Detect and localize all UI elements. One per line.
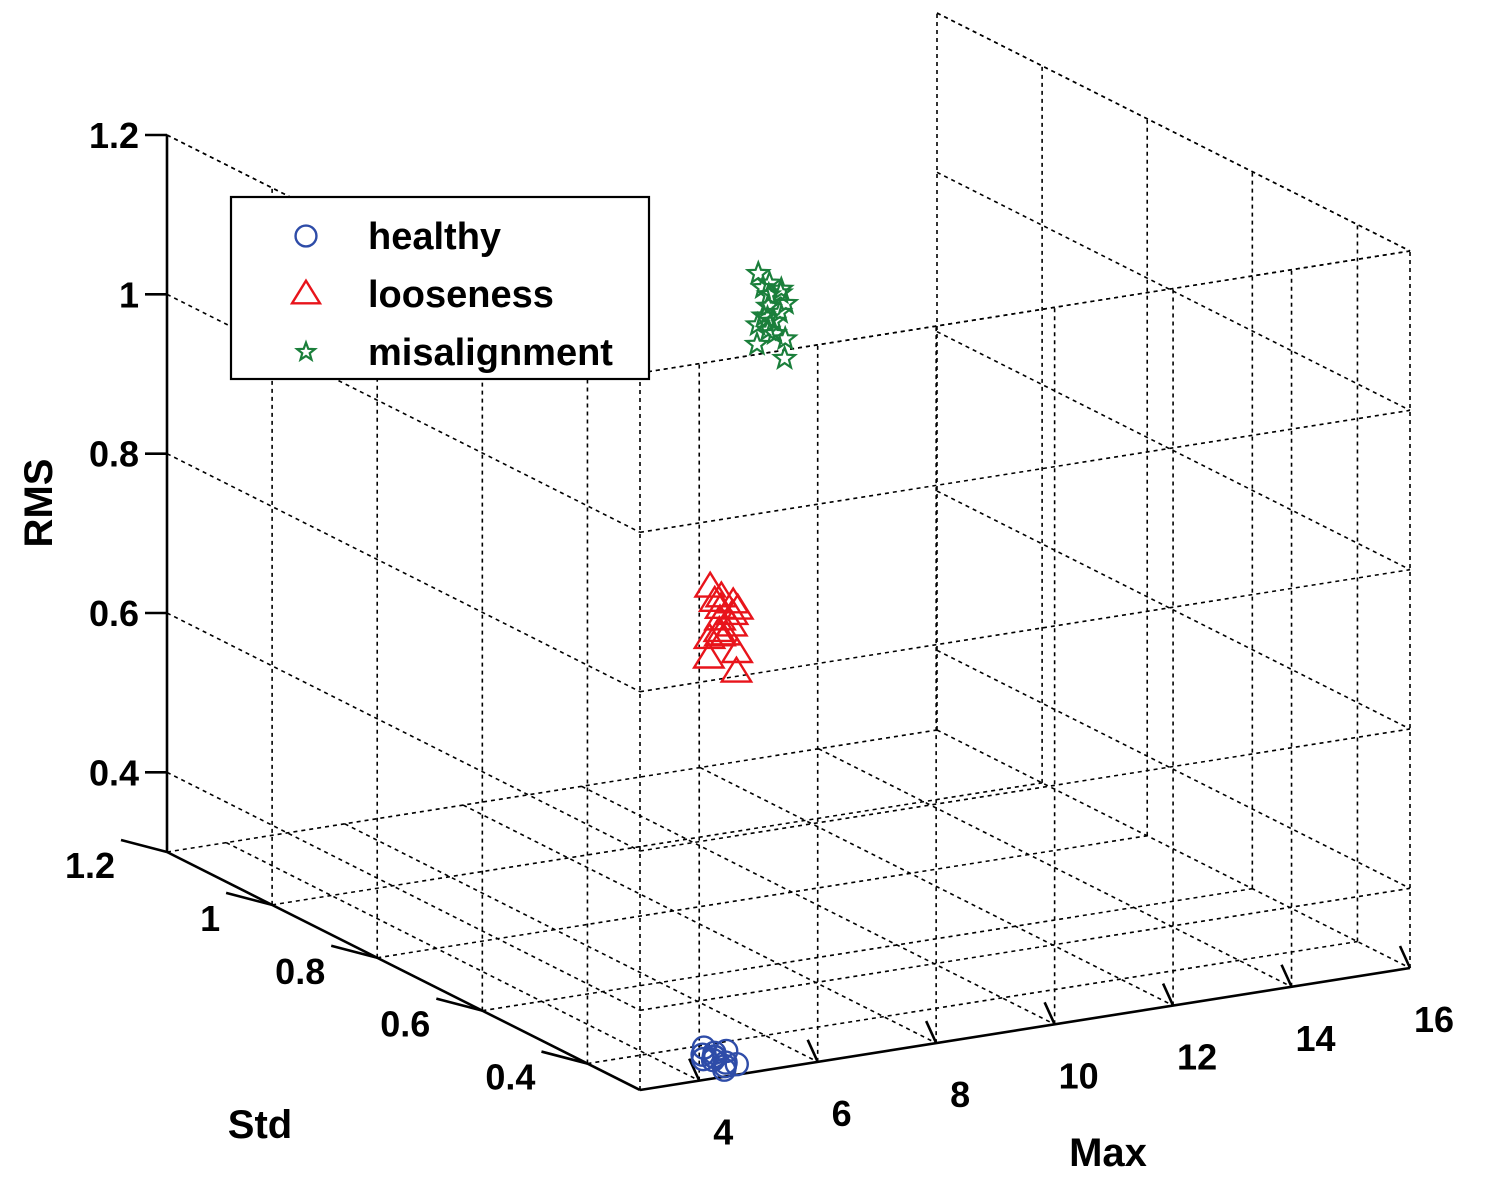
grid-line (344, 823, 819, 1063)
x-tick-label: 8 (950, 1074, 970, 1115)
grid-line (166, 771, 641, 1012)
grid-line (225, 841, 700, 1082)
x-tick-mark (688, 1058, 701, 1082)
x-tick-mark (1280, 964, 1293, 988)
legend-label: looseness (368, 274, 554, 316)
x-tick-label: 12 (1177, 1037, 1217, 1078)
legend-label: misalignment (368, 332, 613, 374)
misalignment-point (750, 301, 778, 328)
grid-line (482, 887, 1253, 1012)
grid-line (936, 649, 1411, 890)
looseness-point (697, 584, 732, 612)
looseness-point (691, 641, 726, 669)
misalignment-point (761, 319, 789, 346)
misalignment-point (771, 344, 798, 370)
y-tick-label: 1 (200, 898, 220, 939)
grid-line (639, 409, 1411, 534)
grid-line (271, 782, 1043, 906)
data-points (690, 259, 800, 1082)
y-axis-line (166, 850, 641, 1092)
legend-label: healthy (368, 216, 501, 258)
healthy-point (712, 1057, 737, 1082)
grid-line (936, 490, 1411, 730)
grid-line (166, 729, 938, 853)
x-tick-mark (1161, 983, 1175, 1007)
grid-line (166, 452, 641, 693)
grid-line (936, 729, 1411, 969)
grid-line (936, 12, 1411, 252)
grid-line (587, 940, 1358, 1065)
misalignment-point (767, 275, 795, 301)
axes (120, 133, 1412, 1092)
x-tick-mark (1398, 945, 1412, 969)
misalignment-point (743, 330, 771, 356)
looseness-point (719, 655, 754, 683)
grid-line (581, 785, 1055, 1026)
y-tick-mark (436, 997, 483, 1012)
grid-line (639, 887, 1411, 1012)
misalignment-point (771, 324, 799, 351)
y-axis-title: Std (228, 1103, 292, 1147)
x-tick-mark (924, 1020, 938, 1044)
grid-line (818, 748, 1292, 988)
grid-line (639, 568, 1411, 693)
x-tick-mark (806, 1039, 819, 1063)
grid-line (377, 834, 1148, 959)
grid-line (166, 612, 641, 852)
legend: healthy looseness misalignment (229, 195, 651, 381)
x-tick-label: 10 (1059, 1055, 1099, 1096)
z-tick-label: 0.6 (89, 593, 139, 634)
grid-line (936, 330, 1411, 571)
legend-looseness-icon (289, 278, 323, 305)
y-tick-label: 0.4 (485, 1057, 535, 1098)
grid-line (699, 766, 1174, 1007)
misalignment-point (766, 298, 794, 324)
z-tick-label: 1.2 (89, 115, 139, 156)
y-tick-mark (541, 1050, 588, 1065)
healthy-point (691, 1035, 717, 1060)
x-axis-title: Max (1069, 1131, 1147, 1175)
y-tick-label: 0.6 (380, 1004, 430, 1045)
legend-misalignment-icon (294, 339, 318, 363)
y-tick-label: 0.8 (275, 951, 325, 992)
grid-line (462, 804, 937, 1044)
legend-healthy-icon (294, 224, 318, 248)
x-tick-mark (1043, 1001, 1056, 1025)
x-tick-label: 16 (1414, 999, 1454, 1040)
x-tick-label: 14 (1296, 1018, 1336, 1059)
looseness-point (720, 635, 754, 664)
tick-labels: 0.4 0.6 0.8 1 1.2 0.4 0.6 0.8 1 1.2 4 6 8 10 12 14 16 (65, 115, 1454, 1153)
healthy-point (724, 1052, 749, 1077)
looseness-point (703, 619, 737, 647)
misalignment-point (744, 259, 772, 285)
z-tick-label: 0.8 (89, 434, 139, 475)
y-tick-mark (225, 891, 273, 907)
y-tick-label: 1.2 (65, 845, 115, 886)
z-tick-label: 0.4 (89, 752, 139, 793)
grid-line (639, 728, 1411, 852)
grid-line (936, 171, 1411, 412)
y-tick-mark (330, 944, 378, 960)
grid-line (639, 250, 1411, 374)
x-axis-line (639, 966, 1411, 1092)
x-tick-label: 6 (832, 1093, 852, 1134)
looseness-point (715, 609, 749, 637)
looseness-point (716, 586, 751, 614)
z-axis-title: RMS (17, 459, 61, 548)
x-tick-label: 4 (713, 1112, 733, 1153)
grid-lines (166, 12, 1411, 1091)
z-tick-label: 1 (119, 274, 139, 315)
misalignment-point (749, 273, 777, 300)
y-tick-mark (120, 838, 168, 854)
